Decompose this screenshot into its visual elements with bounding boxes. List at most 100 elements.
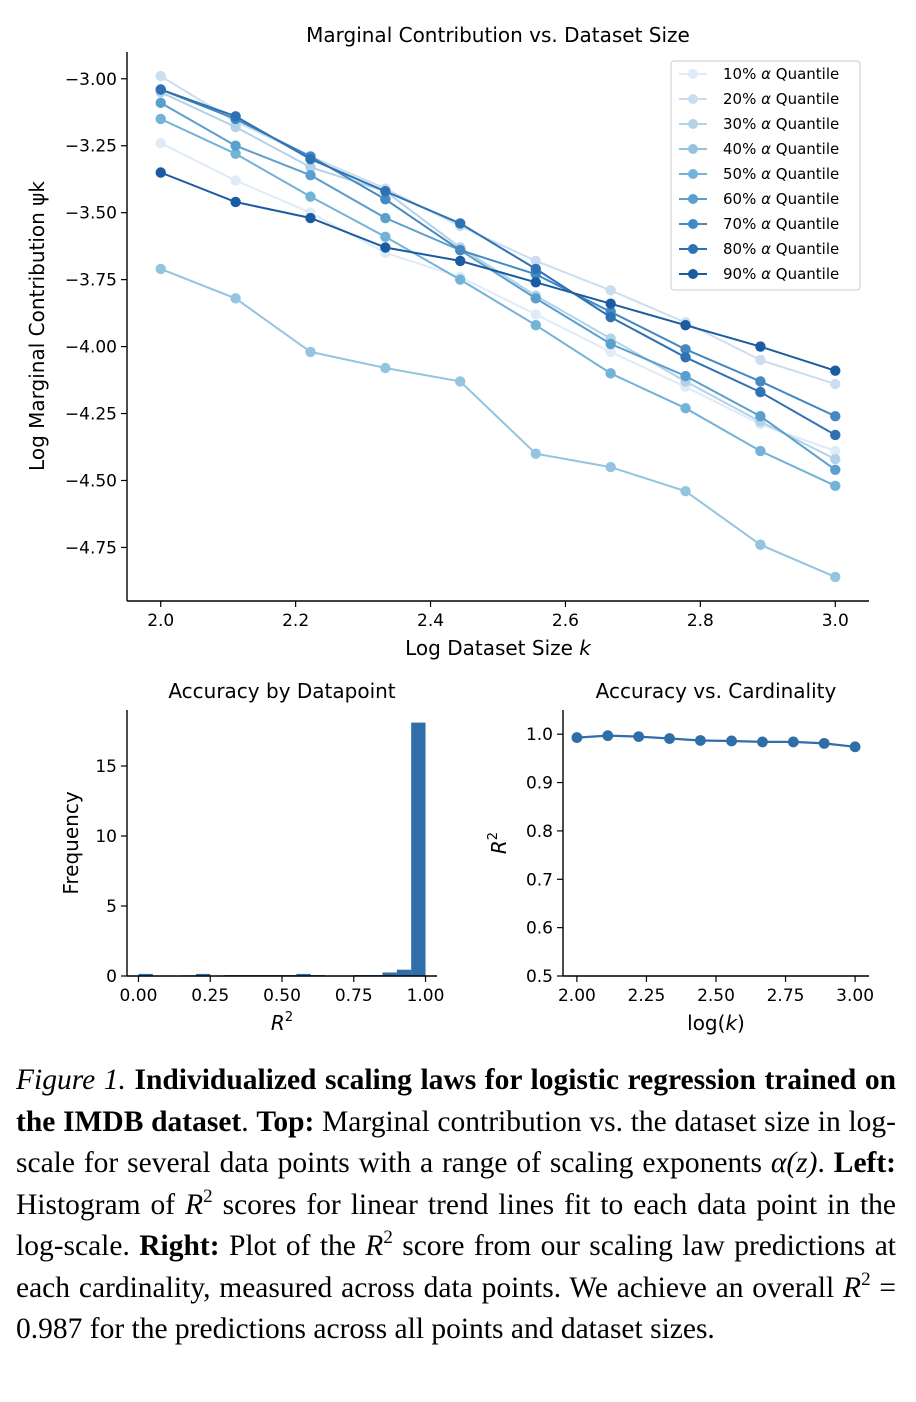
top-series-point [680,402,691,414]
top-series-point [605,338,616,350]
cardinality-series-point [787,736,799,748]
top-series-point [530,309,541,320]
cardinality-title: Accuracy vs. Cardinality [596,679,837,703]
caption-r2-value: = 0.987 [16,1271,897,1346]
cardinality-series-point [849,741,861,753]
legend-entry-label: 90% α Quantile [723,265,839,283]
top-series-point [455,218,466,229]
top-series-group [155,84,841,441]
top-series-point [230,196,241,208]
legend-swatch-marker [688,219,698,229]
caption-r-symbol: R [185,1188,204,1221]
top-series-point [155,70,166,82]
cardinality-series-point [664,733,675,744]
top-series-point [605,346,616,358]
top-chart-title: Marginal Contribution vs. Dataset Size [306,23,690,47]
top-series-point [755,386,766,398]
top-series-point [305,346,316,358]
legend-swatch-marker [688,94,698,104]
histogram-x-tick-label: 0.00 [120,986,158,1006]
top-series-point [305,169,316,181]
top-chart-xlabel: Log Dataset Size k [405,636,592,660]
top-series-point [830,464,841,475]
cardinality-y-tick-label: 0.6 [526,919,553,939]
top-series-group [155,113,841,492]
cardinality-series-point [571,732,583,743]
top-series-point [830,429,841,441]
top-series-point [155,97,166,109]
top-y-tick-label: −3.25 [65,137,117,157]
caption-r-exponent: 2 [383,1227,393,1248]
top-series-point [830,378,841,390]
legend-swatch-marker [688,244,698,254]
legend-entry-label: 80% α Quantile [723,240,839,258]
histogram-y-tick-label: 10 [95,827,117,847]
top-y-tick-label: −4.50 [65,471,117,491]
top-series-point [680,352,691,363]
cardinality-y-tick-label: 1.0 [526,725,553,745]
caption-top-label: Top: [256,1105,315,1138]
caption-r-exponent: 2 [203,1185,213,1207]
histogram-ylabel: Frequency [59,791,83,894]
caption-title: Individualized scaling laws for logistic… [16,1064,896,1138]
legend-entry-label: 20% α Quantile [723,90,839,108]
top-series-point [530,319,541,331]
histogram-bar [411,722,426,976]
legend-swatch-marker [688,144,698,154]
top-series-point [755,354,766,366]
top-series-point [380,242,391,253]
caption-alpha-z: α(z) [770,1147,818,1179]
top-y-tick-label: −3.00 [65,70,117,90]
histogram-bar [382,972,397,976]
histogram-bar [138,973,153,976]
legend-swatch-marker [688,69,698,79]
top-y-tick-label: −4.75 [65,538,117,558]
histogram-title: Accuracy by Datapoint [168,679,395,703]
cardinality-x-tick-label: 2.00 [558,986,596,1006]
figure-label: Figure 1. [16,1064,126,1096]
r2-histogram-chart: Accuracy by Datapoint 0.00 0.25 0.50 0.75 1.… [59,679,444,1035]
cardinality-series-point [602,730,614,742]
top-series-point [530,293,541,304]
cardinality-xlabel: log(k) [687,1011,745,1035]
top-series-point [830,571,841,583]
top-series-point [305,153,316,165]
legend-frame [670,60,861,291]
cardinality-series-point [818,737,830,749]
top-series-point [380,194,391,205]
top-x-tick-label: 2.0 [147,611,174,631]
top-series-point [305,161,316,173]
accuracy-cardinality-chart: Accuracy vs. Cardinality 2.00 2.25 2.50 2.7… [486,679,874,1035]
histogram-bar [195,973,211,976]
top-y-tick-label: −3.50 [65,204,117,224]
caption-right-text-1: Plot of the [228,1230,356,1262]
top-series-point [530,263,541,275]
top-series-point [605,311,616,323]
cardinality-x-tick-label: 3.00 [836,986,874,1006]
cardinality-y-tick-label: 0.7 [526,870,553,890]
top-series-point [380,362,391,374]
caption-right-text-3: for the predictions across all points an… [89,1313,715,1345]
cardinality-x-tick-label: 2.75 [767,986,805,1006]
top-x-tick-label: 2.2 [282,611,309,631]
top-series-point [305,191,316,202]
top-series-point [680,486,691,497]
top-series-point [530,277,541,288]
top-series-point [230,293,241,304]
caption-r-symbol: R [365,1230,384,1262]
top-series-point [230,148,241,159]
top-series-point [380,231,391,242]
top-series-line [160,102,836,471]
top-y-tick-label: −3.75 [65,271,117,291]
top-series-point [155,167,166,178]
caption-r-symbol: R [843,1271,862,1304]
legend-entry-label: 30% α Quantile [723,115,839,133]
caption-left-text-2: scores for linear trend lines fit to eac… [16,1188,896,1263]
top-series-point [230,121,241,133]
legend-entry-label: 60% α Quantile [723,190,839,208]
top-series-group [155,167,841,376]
top-y-tick-label: −4.25 [65,405,117,425]
top-series-point [605,461,616,473]
top-series-line [160,75,836,386]
top-series-point [680,319,691,331]
